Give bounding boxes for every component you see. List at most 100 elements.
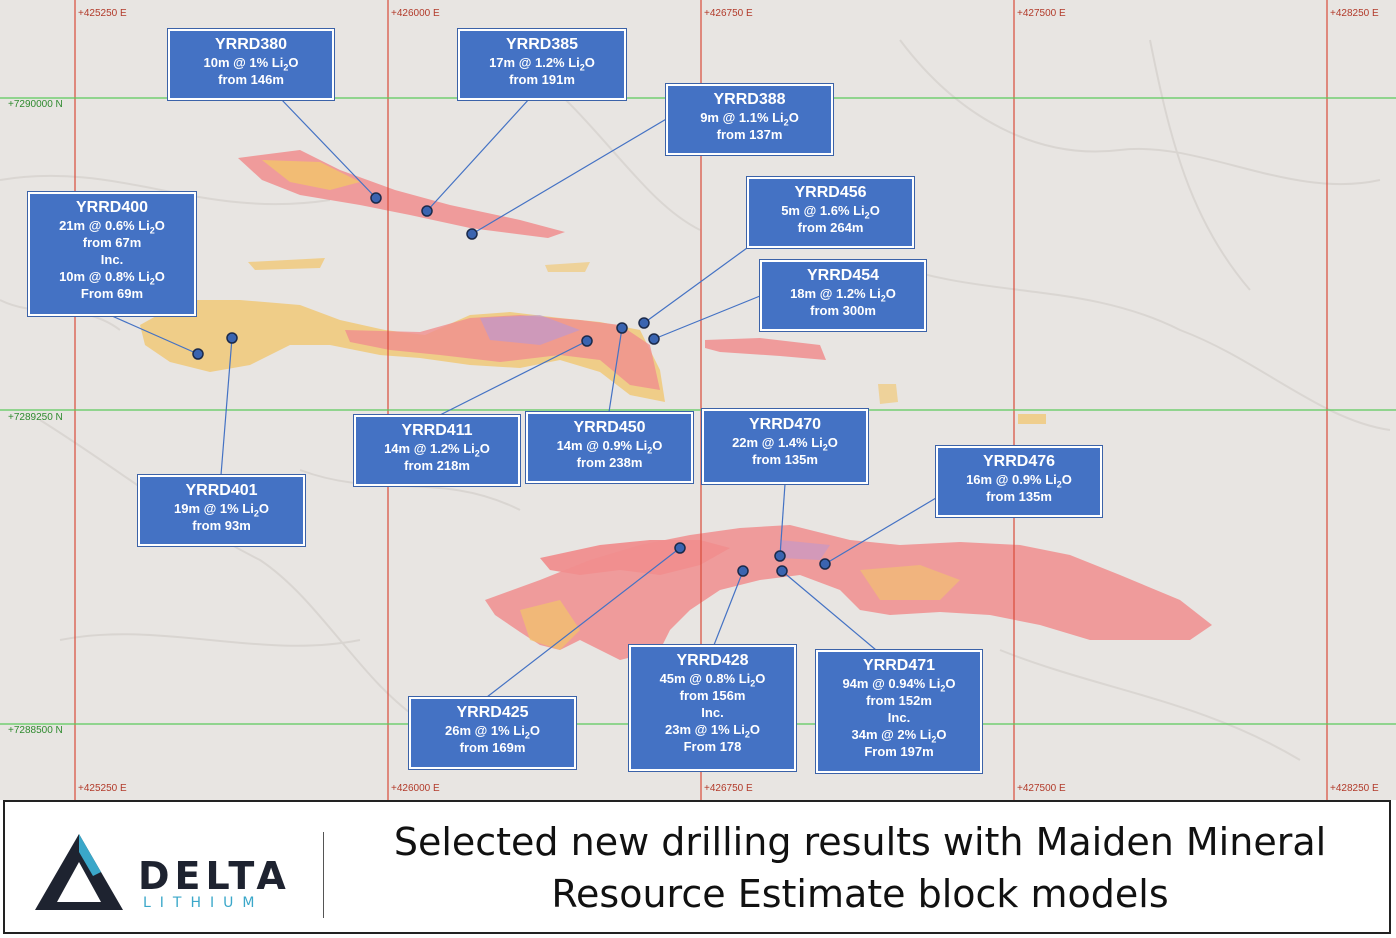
intercept: 14m @ 1.2% Li2O: [384, 441, 490, 459]
intercept: 19m @ 1% Li2O: [173, 501, 269, 519]
intercept: 14m @ 0.9% Li2O: [556, 438, 663, 456]
callout-yrrd428[interactable]: YRRD428 45m @ 0.8% Li2O from 156m Inc. 2…: [629, 645, 796, 771]
caption-line-1: Selected new drilling results with Maide…: [393, 820, 1327, 864]
drillhole-yrrd470[interactable]: [774, 550, 786, 562]
drillhole-yrrd456[interactable]: [638, 317, 650, 329]
hole-id: YRRD401: [185, 482, 258, 499]
drillhole-yrrd400[interactable]: [192, 348, 204, 360]
drillholes: [192, 192, 831, 577]
sub-intercept: 34m @ 2% Li2O: [851, 727, 947, 745]
hole-id: YRRD470: [748, 416, 822, 433]
easting-label-top: +426000 E: [391, 8, 440, 19]
hole-id: YRRD411: [401, 422, 473, 439]
drillhole-yrrd428[interactable]: [737, 565, 749, 577]
hole-id: YRRD471: [862, 657, 936, 674]
map-canvas: [0, 0, 1396, 800]
including-label: Inc.: [701, 705, 724, 720]
hole-id: YRRD425: [456, 704, 529, 721]
callout-yrrd450[interactable]: YRRD450 14m @ 0.9% Li2O from 238m: [526, 412, 693, 483]
depth-from: from 300m: [810, 303, 876, 318]
easting-label-top: +428250 E: [1330, 8, 1379, 19]
sub-depth-from: From 178: [683, 739, 742, 754]
hole-id: YRRD428: [676, 652, 749, 669]
intercept: 22m @ 1.4% Li2O: [732, 435, 838, 453]
drillhole-yrrd385[interactable]: [421, 205, 433, 217]
including-label: Inc.: [887, 710, 911, 725]
including-label: Inc.: [100, 252, 124, 267]
sub-depth-from: From 69m: [80, 286, 144, 301]
drillhole-yrrd471[interactable]: [776, 565, 788, 577]
intercept: 16m @ 0.9% Li2O: [966, 472, 1072, 490]
hole-id: YRRD400: [75, 199, 149, 216]
easting-label-bottom: +425250 E: [78, 783, 127, 794]
sub-depth-from: From 197m: [864, 744, 934, 759]
drillhole-yrrd454[interactable]: [648, 333, 660, 345]
intercept: 21m @ 0.6% Li2O: [59, 218, 165, 236]
ore-body-central: [140, 300, 1046, 424]
depth-from: from 264m: [797, 220, 864, 235]
logo-subtitle: LITHIUM: [143, 895, 264, 911]
hole-id: YRRD380: [214, 36, 288, 53]
depth-from: from 169m: [459, 740, 526, 755]
hole-id: YRRD456: [794, 184, 867, 201]
easting-label-top: +427500 E: [1017, 8, 1066, 19]
hole-id: YRRD450: [573, 419, 646, 436]
northing-label: +7289250 N: [8, 412, 63, 423]
hole-id: YRRD385: [505, 36, 579, 53]
depth-from: from 218m: [404, 458, 470, 473]
depth-from: from 238m: [576, 455, 643, 470]
easting-label-top: +425250 E: [78, 8, 127, 19]
ore-body-north: [238, 150, 590, 272]
drillhole-yrrd411[interactable]: [581, 335, 593, 347]
drillhole-yrrd425[interactable]: [674, 542, 686, 554]
drillhole-yrrd401[interactable]: [226, 332, 238, 344]
intercept: 18m @ 1.2% Li2O: [790, 286, 896, 304]
callout-yrrd388[interactable]: YRRD388 9m @ 1.1% Li2O from 137m: [666, 84, 833, 155]
callout-yrrd454[interactable]: YRRD454 18m @ 1.2% Li2O from 300m: [760, 260, 926, 331]
callout-yrrd385[interactable]: YRRD385 17m @ 1.2% Li2O from 191m: [458, 29, 626, 100]
easting-label-bottom: +426750 E: [704, 783, 753, 794]
logo-wordmark: DELTA: [138, 854, 291, 898]
depth-from: from 156m: [679, 688, 746, 703]
leader-lines: [111, 97, 937, 698]
intercept: 17m @ 1.2% Li2O: [489, 55, 595, 73]
intercept: 94m @ 0.94% Li2O: [842, 676, 956, 694]
sub-intercept: 23m @ 1% Li2O: [664, 722, 760, 740]
sub-intercept: 10m @ 0.8% Li2O: [59, 269, 165, 287]
callout-yrrd471[interactable]: YRRD471 94m @ 0.94% Li2O from 152m Inc. …: [816, 650, 982, 773]
easting-label-bottom: +427500 E: [1017, 783, 1066, 794]
callout-yrrd425[interactable]: YRRD425 26m @ 1% Li2O from 169m: [409, 697, 576, 769]
intercept: 10m @ 1% Li2O: [203, 55, 299, 73]
divider: [323, 832, 324, 918]
northing-label: +7290000 N: [8, 99, 63, 110]
delta-triangle-icon: [35, 834, 123, 910]
callout-yrrd476[interactable]: YRRD476 16m @ 0.9% Li2O from 135m: [936, 446, 1102, 517]
intercept: 5m @ 1.6% Li2O: [781, 203, 880, 221]
caption-banner: DELTA LITHIUM Selected new drilling resu…: [3, 800, 1391, 934]
easting-label-top: +426750 E: [704, 8, 753, 19]
callout-yrrd456[interactable]: YRRD456 5m @ 1.6% Li2O from 264m: [747, 177, 914, 248]
delta-lithium-logo: DELTA LITHIUM: [35, 832, 295, 912]
callout-yrrd380[interactable]: YRRD380 10m @ 1% Li2O from 146m: [168, 29, 334, 100]
callout-yrrd411[interactable]: YRRD411 14m @ 1.2% Li2O from 218m: [354, 415, 520, 486]
callout-yrrd470[interactable]: YRRD470 22m @ 1.4% Li2O from 135m: [702, 409, 868, 484]
hole-id: YRRD476: [982, 453, 1056, 470]
drillhole-yrrd380[interactable]: [370, 192, 382, 204]
drillhole-yrrd388[interactable]: [466, 228, 478, 240]
depth-from: from 135m: [752, 452, 818, 467]
callout-yrrd401[interactable]: YRRD401 19m @ 1% Li2O from 93m: [138, 475, 305, 546]
drillhole-yrrd476[interactable]: [819, 558, 831, 570]
callout-yrrd400[interactable]: YRRD400 21m @ 0.6% Li2O from 67m Inc. 10…: [28, 192, 196, 316]
depth-from: from 191m: [509, 72, 575, 87]
depth-from: from 135m: [986, 489, 1052, 504]
map-panel: +425250 E +426000 E +426750 E +427500 E …: [0, 0, 1396, 800]
depth-from: from 146m: [218, 72, 284, 87]
northing-label: +7288500 N: [8, 725, 63, 736]
easting-label-bottom: +428250 E: [1330, 783, 1379, 794]
depth-from: from 152m: [866, 693, 932, 708]
figure-caption: Selected new drilling results with Maide…: [335, 816, 1385, 920]
depth-from: from 137m: [716, 127, 783, 142]
easting-label-bottom: +426000 E: [391, 783, 440, 794]
ore-body-south: [485, 525, 1212, 660]
drillhole-yrrd450[interactable]: [616, 322, 628, 334]
